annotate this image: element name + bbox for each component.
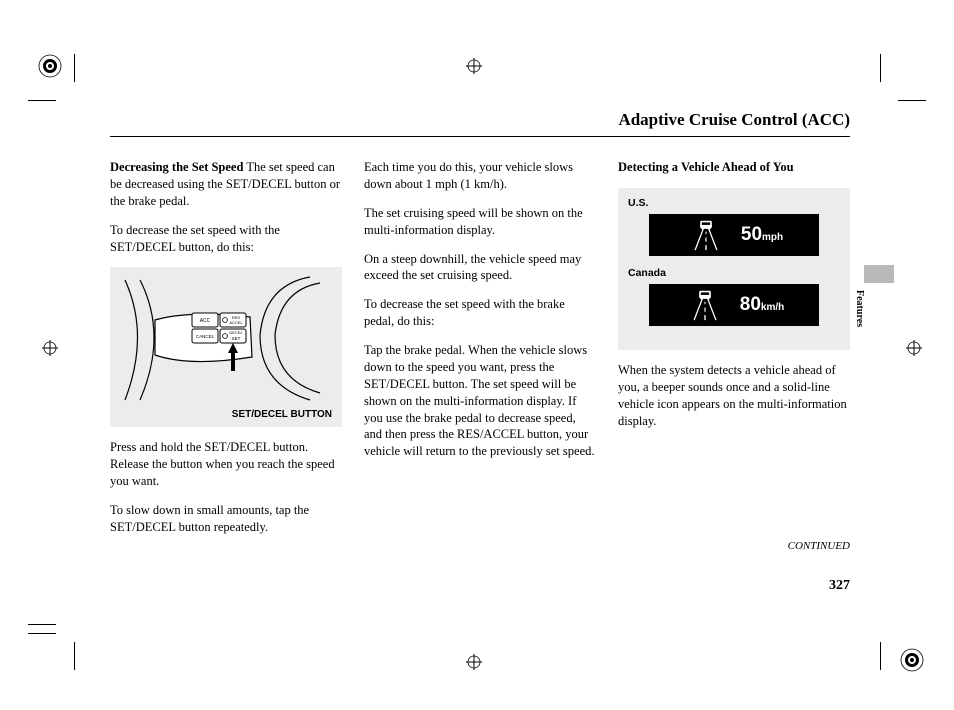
svg-text:ACCEL: ACCEL bbox=[229, 320, 243, 325]
us-speed-value: 50 bbox=[741, 224, 762, 245]
subhead-detect: Detecting a Vehicle Ahead of You bbox=[618, 160, 794, 174]
title-bar: Adaptive Cruise Control (ACC) bbox=[110, 110, 850, 137]
lcd-ca: 80km/h bbox=[649, 284, 819, 326]
col1-p3: Press and hold the SET/DECEL button. Rel… bbox=[110, 439, 342, 490]
page-title: Adaptive Cruise Control (ACC) bbox=[618, 110, 850, 129]
svg-text:CANCEL: CANCEL bbox=[196, 334, 215, 339]
section-tab: Features bbox=[854, 290, 865, 327]
column-2: Each time you do this, your vehicle slow… bbox=[364, 159, 596, 548]
ca-speed-value: 80 bbox=[740, 294, 761, 315]
us-label: U.S. bbox=[628, 196, 840, 210]
col2-p3: On a steep downhill, the vehicle speed m… bbox=[364, 251, 596, 285]
continued-label: CONTINUED bbox=[788, 540, 850, 552]
us-speed-unit: mph bbox=[762, 232, 783, 243]
col2-p1: Each time you do this, your vehicle slow… bbox=[364, 159, 596, 193]
lcd-us: 50mph bbox=[649, 214, 819, 256]
col2-p4: To decrease the set speed with the brake… bbox=[364, 296, 596, 330]
column-3: Detecting a Vehicle Ahead of You U.S. bbox=[618, 159, 850, 548]
ca-label: Canada bbox=[628, 266, 840, 280]
page-content: Adaptive Cruise Control (ACC) Decreasing… bbox=[110, 110, 850, 548]
col2-p5: Tap the brake pedal. When the vehicle sl… bbox=[364, 342, 596, 460]
thumb-tab bbox=[864, 265, 894, 283]
col3-p1: When the system detects a vehicle ahead … bbox=[618, 362, 850, 430]
col2-p2: The set cruising speed will be shown on … bbox=[364, 205, 596, 239]
subhead-decrease: Decreasing the Set Speed bbox=[110, 160, 243, 174]
svg-text:SET: SET bbox=[232, 336, 241, 341]
display-figure: U.S. 50mph Can bbox=[618, 188, 850, 350]
figure-caption: SET/DECEL BUTTON bbox=[232, 408, 332, 422]
col1-p2: To decrease the set speed with the SET/D… bbox=[110, 222, 342, 256]
ca-speed-unit: km/h bbox=[761, 302, 784, 313]
steering-wheel-figure: ACC RES ACCEL CANCEL DECEL SET SET/DECEL… bbox=[110, 267, 342, 427]
svg-text:ACC: ACC bbox=[200, 318, 211, 324]
steering-wheel-illustration: ACC RES ACCEL CANCEL DECEL SET bbox=[120, 275, 330, 405]
page-number: 327 bbox=[829, 578, 850, 594]
vehicle-ahead-icon bbox=[684, 288, 726, 322]
svg-text:DECEL: DECEL bbox=[229, 330, 243, 335]
vehicle-ahead-icon bbox=[685, 218, 727, 252]
col1-p4: To slow down in small amounts, tap the S… bbox=[110, 502, 342, 536]
column-1: Decreasing the Set Speed The set speed c… bbox=[110, 159, 342, 548]
